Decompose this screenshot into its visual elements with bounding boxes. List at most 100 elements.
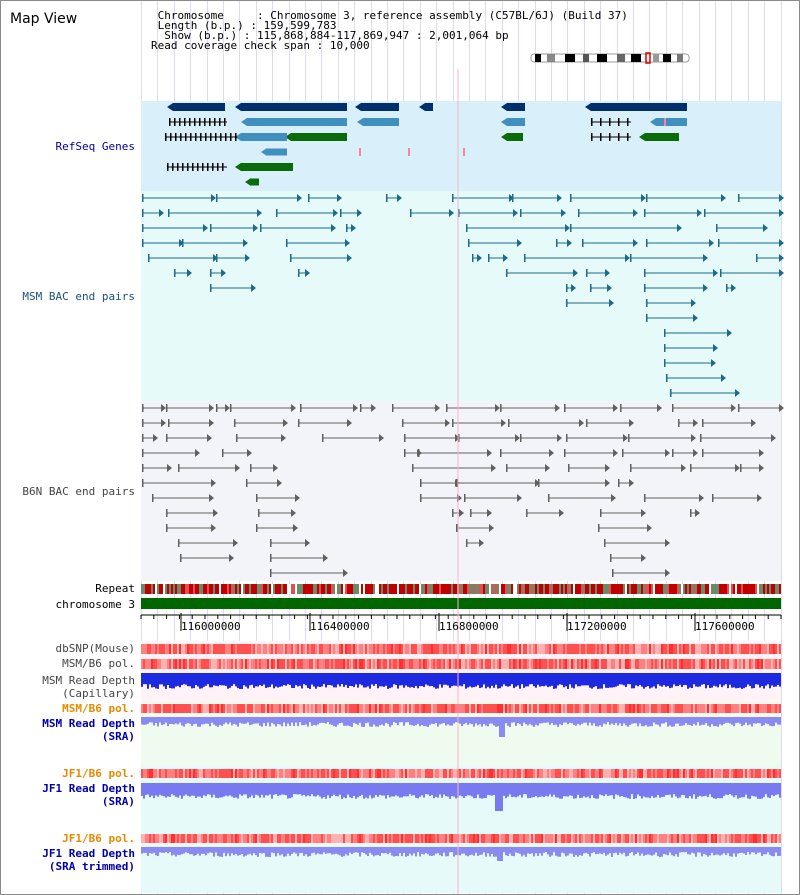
jf1-depth-sra-label[interactable]: JF1 Read Depth (SRA) — [42, 782, 135, 808]
dbsnp-label[interactable]: dbSNP(Mouse) — [55, 642, 135, 655]
msm-capillary-depth-bar — [237, 673, 239, 689]
chromosome-track-label[interactable]: chromosome 3 — [55, 598, 135, 611]
jf1-pol-label[interactable]: JF1/B6 pol. — [62, 767, 135, 780]
msm-pol-cell — [643, 659, 645, 669]
jf1-trim-pol-cell — [649, 834, 651, 843]
msm-pol-cell — [557, 659, 559, 669]
jf1-trim-pol-cell — [603, 834, 605, 843]
jf1-trim-pol-cell — [749, 834, 751, 843]
msm-capillary-depth-bar — [599, 673, 601, 689]
msm-capillary-depth-bar — [491, 673, 493, 686]
chromosome-ideogram[interactable] — [530, 52, 690, 64]
repeat-block — [421, 584, 423, 594]
jf1-sra-depth-bar — [353, 783, 355, 796]
msm-sra-pol-cell — [473, 704, 475, 713]
msm-sra-pol-cell — [203, 704, 205, 713]
msm-sra-depth-bar — [399, 717, 401, 723]
jf1-trim-pol-cell — [337, 834, 339, 843]
repeat-block — [357, 584, 359, 594]
jf1-depth-trim-label[interactable]: JF1 Read Depth (SRA trimmed) — [42, 847, 135, 873]
repeat-label[interactable]: Repeat — [95, 582, 135, 595]
jf1-sra-depth-bar — [601, 783, 603, 796]
b6n-bac-end-arrow — [209, 494, 214, 502]
jf1-trim-pol-cell — [381, 834, 383, 843]
msm-sra-pol-cell — [443, 704, 445, 713]
msm-sra-depth-bar — [379, 717, 381, 726]
msm-depth-capillary-label[interactable]: MSM Read Depth (Capillary) — [42, 674, 135, 700]
jf1-trim-pol-cell — [311, 834, 313, 843]
msm-sra-depth-bar — [165, 717, 167, 723]
msm-sra-depth-bar — [691, 717, 693, 726]
msm-bac-label[interactable]: MSM BAC end pairs — [22, 290, 135, 303]
msm-sra-depth-bar — [217, 717, 219, 727]
msm-pol-cell — [271, 659, 273, 669]
msm-sra-depth-bar — [685, 717, 687, 724]
msm-capillary-depth-bar — [219, 673, 221, 686]
msm-depth-sra-label[interactable]: MSM Read Depth (SRA) — [42, 717, 135, 743]
dbsnp-cell — [431, 644, 433, 654]
msm-capillary-depth-bar — [411, 673, 413, 688]
msm-capillary-depth-bar — [651, 673, 653, 688]
repeat-block — [153, 584, 155, 594]
dbsnp-cell — [263, 644, 265, 654]
b6n-bac-end-arrow — [665, 539, 670, 547]
repeat-block — [471, 584, 473, 594]
jf1-sra-depth-bar — [143, 783, 145, 799]
msm-capillary-depth-bar — [777, 673, 779, 685]
repeat-block — [569, 584, 571, 594]
repeat-block — [681, 584, 683, 594]
repeat-block — [775, 584, 777, 594]
msm-bac-end — [142, 224, 144, 232]
msm-pol-label[interactable]: MSM/B6 pol. — [62, 657, 135, 670]
msm-capillary-depth-bar — [581, 673, 583, 686]
msm-pol-cell — [167, 659, 169, 669]
jf1-trim-pol-cell — [327, 834, 329, 843]
msm-sra-depth-bar — [157, 717, 159, 727]
jf1-pol-cell — [737, 769, 739, 778]
repeat-block — [547, 584, 549, 594]
msm-pol-cell — [345, 659, 347, 669]
msm-pol-sra-label[interactable]: MSM/B6 pol. — [62, 702, 135, 715]
jf1-trim-depth-bar — [235, 847, 237, 854]
jf1-trim-depth-bar — [325, 847, 327, 854]
refseq-genes-label[interactable]: RefSeq Genes — [55, 140, 135, 153]
msm-pol-cell — [443, 659, 445, 669]
jf1-sra-depth-bar — [511, 783, 513, 798]
msm-pol-cell — [729, 659, 731, 669]
repeat-block — [415, 584, 417, 594]
jf1-trim-depth-bar — [653, 847, 655, 855]
gene-exon — [174, 118, 176, 126]
repeat-block — [663, 584, 665, 594]
dbsnp-cell — [343, 644, 345, 654]
msm-capillary-depth-bar — [435, 673, 437, 689]
msm-sra-pol-cell — [537, 704, 539, 713]
b6n-bac-end — [620, 404, 622, 412]
jf1-trim-pol-cell — [313, 834, 315, 843]
msm-bac-end-arrow — [305, 269, 310, 277]
b6n-bac-end-arrow — [605, 464, 610, 472]
msm-pol-cell — [263, 659, 265, 669]
jf1-trim-pol-cell — [263, 834, 265, 843]
repeat-block — [685, 584, 687, 594]
msm-sra-pol-cell — [655, 704, 657, 713]
jf1-pol-trim-label[interactable]: JF1/B6 pol. — [62, 832, 135, 845]
jf1-pol-cell — [435, 769, 437, 778]
msm-sra-depth-bar — [251, 717, 253, 725]
msm-sra-depth-bar — [213, 717, 215, 725]
dbsnp-cell — [727, 644, 729, 654]
msm-pol-cell — [149, 659, 151, 669]
msm-sra-depth-bar — [593, 717, 595, 724]
jf1-trim-depth-bar — [525, 847, 527, 857]
msm-capillary-depth-bar — [687, 673, 689, 689]
jf1-pol-cell — [187, 769, 189, 778]
msm-capillary-depth-bar — [505, 673, 507, 687]
jf1-sra-depth-bar — [529, 783, 531, 799]
b6n-bac-end-arrow — [555, 404, 560, 412]
msm-sra-pol-cell — [695, 704, 697, 713]
b6n-bac-label[interactable]: B6N BAC end pairs — [22, 485, 135, 498]
jf1-trim-depth-bar — [363, 847, 365, 853]
jf1-trim-depth-bar — [341, 847, 343, 857]
jf1-trim-depth-bar — [631, 847, 633, 853]
msm-bac-end-arrow — [351, 224, 356, 232]
